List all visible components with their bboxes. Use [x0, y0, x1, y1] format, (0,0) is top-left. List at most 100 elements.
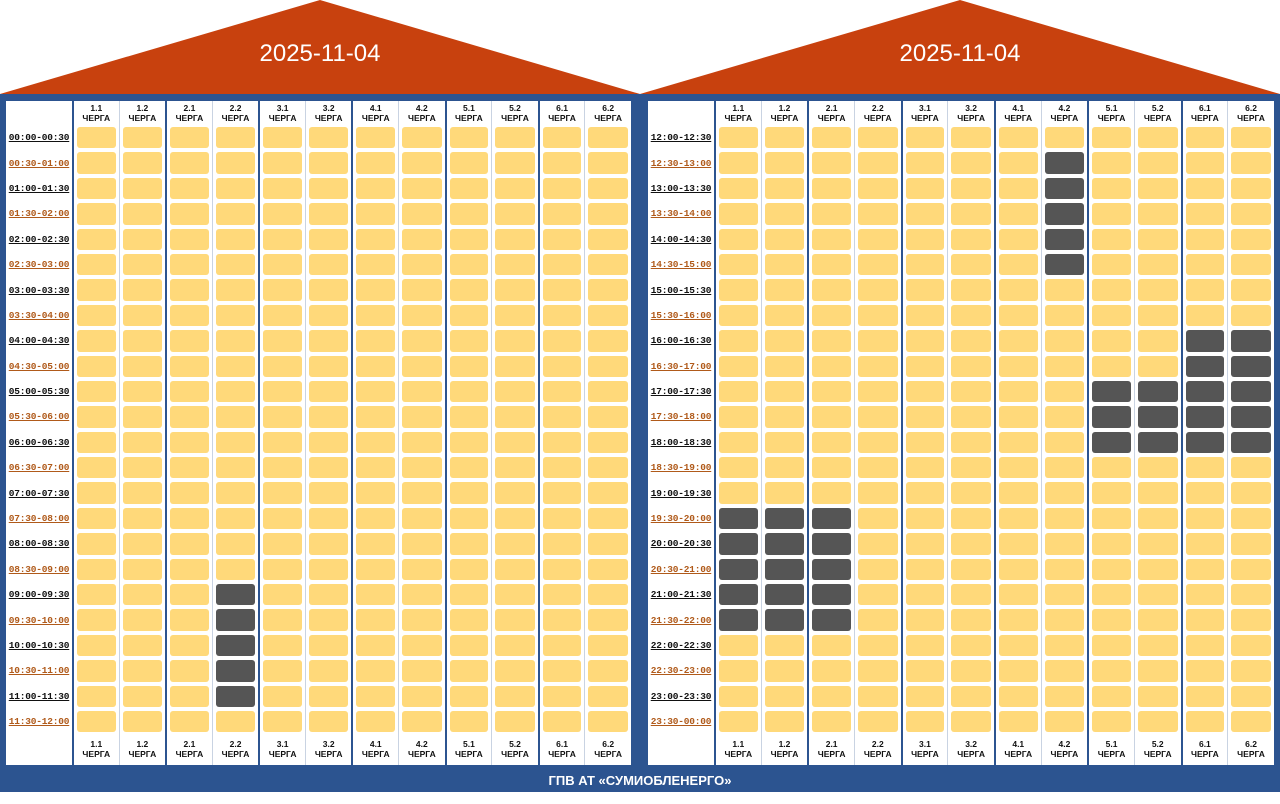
group-header-1-1: 1.1 ЧЕРГА: [72, 734, 119, 766]
power-block: [951, 685, 991, 707]
power-block: [905, 710, 945, 733]
group-word: ЧЕРГА: [1143, 748, 1172, 759]
power-on-cell: [1040, 582, 1088, 608]
time-slot-label: 12:00-12:30: [650, 132, 712, 144]
power-on-cell: [537, 251, 585, 278]
power-on-cell: [1180, 632, 1228, 659]
power-on-cell: [537, 708, 585, 735]
power-on-cell: [304, 708, 352, 735]
group-word: ЧЕРГА: [957, 113, 985, 123]
power-block: [1185, 253, 1225, 276]
outage-block: [812, 507, 851, 530]
power-on-cell: [211, 404, 259, 430]
group-number: 6.2: [602, 103, 615, 113]
power-on-cell: [1087, 658, 1134, 684]
power-on-cell: [853, 353, 901, 379]
power-block: [905, 507, 945, 530]
outage-block: [812, 609, 851, 631]
power-block: [308, 203, 349, 225]
power-block: [263, 355, 302, 377]
power-on-cell: [165, 632, 212, 659]
power-block: [215, 355, 256, 377]
outage-cell: [1227, 429, 1274, 456]
schedule-frame: 1.1 ЧЕРГА 1.2 ЧЕРГА 2.1 ЧЕРГА 2.2 ЧЕРГА 3.1 ЧЕРГА…: [0, 94, 638, 770]
power-on-cell: [584, 658, 631, 684]
group-header-3-2: 3.2 ЧЕРГА: [947, 734, 994, 766]
power-block: [495, 482, 535, 504]
group-word: ЧЕРГА: [221, 113, 250, 123]
group-header-6-1: 6.1 ЧЕРГА: [1180, 734, 1228, 766]
power-on-cell: [258, 556, 305, 583]
time-slot-label: 04:30-05:00: [8, 360, 70, 372]
power-on-cell: [72, 607, 119, 633]
time-slot-label: 08:30-09:00: [8, 563, 70, 575]
power-on-cell: [118, 708, 166, 735]
power-block: [905, 152, 945, 174]
power-block: [857, 457, 898, 479]
power-on-cell: [1133, 582, 1181, 608]
power-on-cell: [1180, 505, 1228, 532]
power-block: [495, 203, 535, 225]
power-on-cell: [118, 582, 166, 608]
outage-cell: [807, 505, 854, 532]
power-block: [1137, 279, 1178, 301]
power-on-cell: [1180, 531, 1228, 557]
power-block: [170, 584, 209, 606]
power-on-cell: [537, 658, 585, 684]
power-block: [449, 380, 489, 403]
power-on-cell: [900, 683, 948, 709]
power-block: [215, 431, 256, 454]
power-block: [170, 203, 209, 225]
power-block: [77, 253, 116, 276]
power-block: [122, 253, 163, 276]
power-block: [998, 228, 1038, 250]
group-word: ЧЕРГА: [82, 113, 111, 123]
power-block: [170, 304, 209, 327]
power-on-cell: [1040, 404, 1088, 430]
power-block: [308, 127, 349, 149]
group-word: ЧЕРГА: [770, 748, 799, 759]
power-on-cell: [118, 226, 166, 252]
group-word: ЧЕРГА: [221, 748, 250, 759]
power-on-cell: [584, 404, 631, 430]
power-block: [951, 482, 991, 504]
power-block: [905, 127, 945, 149]
group-word: ЧЕРГА: [268, 113, 297, 123]
power-block: [542, 152, 582, 174]
power-block: [812, 685, 851, 707]
power-block: [857, 380, 898, 403]
power-block: [542, 685, 582, 707]
power-block: [1092, 203, 1131, 225]
power-block: [905, 253, 945, 276]
power-block: [1231, 584, 1271, 606]
power-block: [857, 431, 898, 454]
power-on-cell: [537, 125, 585, 151]
power-on-cell: [584, 505, 631, 532]
power-block: [764, 406, 805, 428]
group-header-1-2: 1.2 ЧЕРГА: [760, 734, 808, 766]
outage-block: [1092, 406, 1131, 428]
power-block: [588, 152, 628, 174]
power-block: [1231, 203, 1271, 225]
power-on-cell: [993, 556, 1041, 583]
power-block: [77, 279, 116, 301]
power-on-cell: [165, 455, 212, 481]
time-slot-label: 13:00-13:30: [650, 182, 712, 194]
power-on-cell: [900, 658, 948, 684]
group-header-4-2: 4.2 ЧЕРГА: [1040, 101, 1088, 125]
power-on-cell: [1227, 658, 1274, 684]
power-on-cell: [351, 125, 398, 151]
power-block: [263, 558, 302, 581]
power-on-cell: [714, 632, 761, 659]
power-on-cell: [118, 658, 166, 684]
power-block: [77, 152, 116, 174]
power-block: [588, 634, 628, 657]
power-block: [719, 660, 758, 682]
power-on-cell: [760, 125, 808, 151]
power-block: [951, 533, 991, 555]
power-block: [764, 431, 805, 454]
power-on-cell: [444, 556, 492, 583]
power-on-cell: [72, 480, 119, 506]
power-block: [122, 584, 163, 606]
power-block: [588, 304, 628, 327]
